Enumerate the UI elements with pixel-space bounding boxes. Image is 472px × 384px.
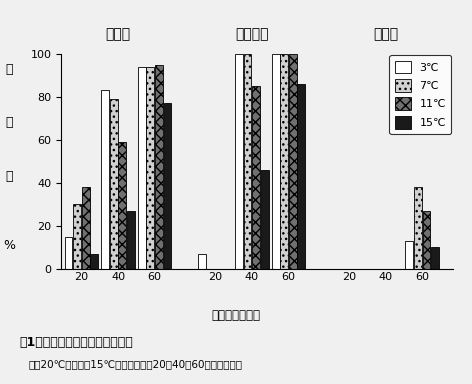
Bar bbox=[405, 241, 413, 269]
Bar bbox=[73, 204, 81, 269]
Text: 金　長: 金 長 bbox=[105, 27, 131, 41]
Bar bbox=[271, 54, 279, 269]
Bar bbox=[65, 237, 72, 269]
Bar bbox=[127, 211, 135, 269]
Text: %: % bbox=[3, 239, 16, 252]
Bar bbox=[138, 67, 146, 269]
Bar bbox=[422, 211, 430, 269]
Bar bbox=[244, 54, 252, 269]
Bar bbox=[235, 54, 243, 269]
Bar bbox=[414, 187, 422, 269]
Bar bbox=[252, 86, 260, 269]
Bar bbox=[118, 142, 126, 269]
Text: 処　理　日　数: 処 理 日 数 bbox=[211, 309, 261, 322]
Text: 昼渠20℃下で３～15℃の夜温処理を20、40、60日間行った。: 昼渠20℃下で３～15℃の夜温処理を20、40、60日間行った。 bbox=[28, 359, 242, 369]
Text: 図1　夜温が抖台率に及ぼす影響: 図1 夜温が抖台率に及ぼす影響 bbox=[19, 336, 133, 349]
Bar bbox=[164, 103, 171, 269]
Bar bbox=[82, 187, 90, 269]
Bar bbox=[261, 170, 269, 269]
Text: 率: 率 bbox=[6, 170, 13, 183]
Bar bbox=[280, 54, 288, 269]
Legend: 3℃, 7℃, 11℃, 15℃: 3℃, 7℃, 11℃, 15℃ bbox=[389, 55, 452, 134]
Bar bbox=[110, 99, 118, 269]
Bar bbox=[431, 247, 439, 269]
Text: 台: 台 bbox=[6, 116, 13, 129]
Bar bbox=[90, 254, 98, 269]
Text: 長　悦: 長 悦 bbox=[373, 27, 398, 41]
Bar bbox=[146, 67, 154, 269]
Text: 抽: 抽 bbox=[6, 63, 13, 76]
Bar bbox=[289, 54, 296, 269]
Bar bbox=[155, 65, 163, 269]
Bar bbox=[101, 90, 109, 269]
Bar bbox=[297, 84, 305, 269]
Text: 浅負九条: 浅負九条 bbox=[235, 27, 269, 41]
Bar bbox=[198, 254, 206, 269]
